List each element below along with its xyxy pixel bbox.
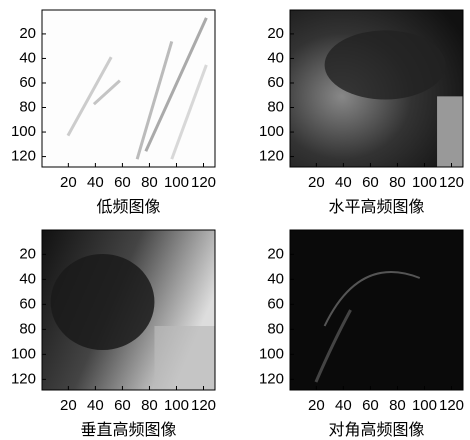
y-tick-label: 80	[267, 98, 284, 115]
x-tick-label: 100	[164, 174, 189, 191]
y-tick-label: 40	[19, 49, 36, 66]
x-tick-label: 100	[164, 397, 189, 414]
x-tick-label: 60	[114, 174, 131, 191]
x-axis-label: 低频图像	[96, 198, 160, 216]
y-tick-label: 60	[267, 295, 284, 312]
x-tick-label: 100	[412, 174, 437, 191]
x-tick-label: 120	[439, 174, 464, 191]
y-tick-label: 120	[11, 370, 36, 387]
y-tick-label: 120	[259, 370, 284, 387]
y-tick-label: 40	[19, 270, 36, 287]
y-tick-label: 40	[267, 49, 284, 66]
image-region	[325, 30, 446, 99]
image-content	[42, 10, 215, 167]
x-tick-label: 40	[87, 174, 104, 191]
x-tick-label: 60	[362, 397, 379, 414]
x-tick-label: 20	[60, 397, 77, 414]
y-tick-label: 80	[19, 98, 36, 115]
y-tick-label: 100	[11, 345, 36, 362]
x-tick-label: 60	[362, 174, 379, 191]
y-tick-label: 120	[11, 148, 36, 165]
x-tick-label: 120	[191, 397, 216, 414]
y-tick-label: 20	[19, 25, 36, 42]
x-tick-label: 120	[439, 397, 464, 414]
y-tick-label: 20	[267, 25, 284, 42]
image-background	[290, 230, 463, 390]
y-tick-label: 100	[259, 123, 284, 140]
y-tick-label: 100	[11, 123, 36, 140]
x-tick-label: 80	[389, 174, 406, 191]
x-axis-label: 对角高频图像	[328, 421, 424, 439]
x-tick-label: 40	[87, 397, 104, 414]
image-region	[437, 96, 463, 167]
y-tick-label: 20	[19, 245, 36, 262]
image-content	[290, 10, 463, 167]
y-tick-label: 100	[259, 345, 284, 362]
x-tick-label: 80	[141, 397, 158, 414]
y-tick-label: 120	[259, 148, 284, 165]
y-tick-label: 80	[19, 320, 36, 337]
image-content	[290, 230, 463, 390]
x-tick-label: 100	[412, 397, 437, 414]
y-tick-label: 80	[267, 320, 284, 337]
y-tick-label: 20	[267, 245, 284, 262]
x-tick-label: 80	[389, 397, 406, 414]
x-tick-label: 120	[191, 174, 216, 191]
x-tick-label: 40	[335, 174, 352, 191]
x-tick-label: 60	[114, 397, 131, 414]
x-tick-label: 40	[335, 397, 352, 414]
x-tick-label: 20	[308, 174, 325, 191]
image-region	[51, 254, 155, 350]
image-background	[42, 10, 215, 167]
y-tick-label: 40	[267, 270, 284, 287]
y-tick-label: 60	[19, 295, 36, 312]
figure: 2040608010012020406080100120低频图像20406080…	[0, 0, 470, 440]
x-axis-label: 垂直高频图像	[80, 421, 176, 439]
image-region	[154, 326, 215, 390]
y-tick-label: 60	[19, 74, 36, 91]
x-tick-label: 20	[60, 174, 77, 191]
image-content	[42, 230, 215, 390]
x-axis-label: 水平高频图像	[328, 198, 424, 216]
x-tick-label: 20	[308, 397, 325, 414]
y-tick-label: 60	[267, 74, 284, 91]
x-tick-label: 80	[141, 174, 158, 191]
